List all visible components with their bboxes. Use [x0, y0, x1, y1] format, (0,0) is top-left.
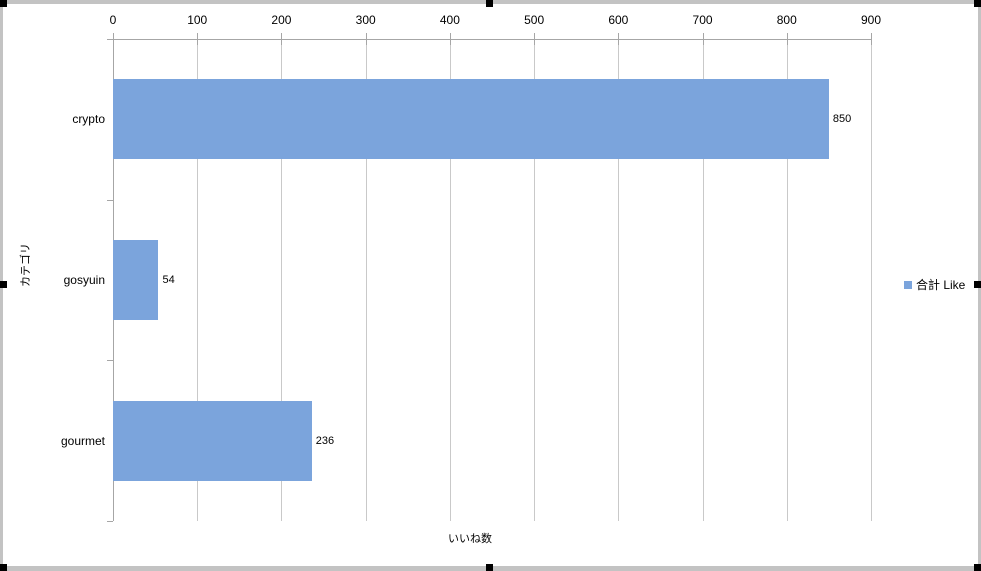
bar-value-label[interactable]: 54 — [162, 274, 175, 286]
selection-handle-middle-right[interactable] — [974, 281, 981, 288]
category-label-gosyuin[interactable]: gosyuin — [63, 273, 105, 287]
bar-crypto[interactable] — [113, 79, 829, 160]
value-axis-tick — [871, 33, 872, 45]
category-label-gourmet[interactable]: gourmet — [60, 433, 105, 448]
value-gridline — [281, 39, 283, 521]
value-gridline — [618, 39, 620, 521]
selection-handle-bottom-right[interactable] — [974, 564, 981, 571]
bar-gourmet[interactable] — [113, 400, 312, 481]
value-gridline — [871, 39, 872, 521]
value-axis-tick-label: 900 — [860, 13, 882, 27]
category-axis-tick — [107, 360, 113, 362]
value-gridline — [702, 39, 704, 521]
category-axis-tick — [107, 199, 113, 201]
value-axis-tick-label: 500 — [524, 13, 545, 27]
bar-gosyuin[interactable] — [113, 240, 159, 320]
value-axis-tick-label: 200 — [271, 13, 292, 27]
y-axis-title[interactable]: カテゴリ — [20, 243, 32, 287]
value-gridline — [197, 39, 199, 521]
selection-handle-bottom-left[interactable] — [0, 564, 7, 571]
selection-handle-middle-left[interactable] — [0, 281, 7, 288]
value-gridline — [786, 39, 788, 521]
category-axis-tick — [107, 521, 113, 522]
bar-value-label[interactable]: 236 — [315, 434, 335, 447]
category-axis-tick — [107, 39, 113, 40]
value-axis-tick-label: 800 — [776, 13, 797, 27]
selection-handle-bottom-center[interactable] — [486, 564, 493, 571]
selection-handle-top-left[interactable] — [0, 0, 7, 7]
x-axis-title[interactable]: いいね数 — [448, 533, 492, 545]
value-gridline — [365, 39, 367, 521]
value-gridline — [449, 39, 451, 521]
value-axis-tick-label: 700 — [692, 13, 713, 27]
value-axis-tick-label: 0 — [109, 13, 117, 27]
legend-swatch-icon — [904, 281, 912, 289]
value-gridline — [534, 39, 536, 521]
selection-handle-top-right[interactable] — [974, 0, 981, 7]
legend-label: 合計 Like — [916, 278, 966, 292]
value-axis-tick-label: 400 — [439, 13, 460, 27]
value-axis-tick-label: 600 — [608, 13, 629, 27]
legend[interactable]: 合計 Like — [904, 278, 965, 292]
value-axis-line — [107, 39, 871, 40]
value-axis-tick-label: 100 — [187, 13, 208, 27]
selection-handle-top-center[interactable] — [486, 0, 493, 7]
value-axis-tick-label: 300 — [355, 13, 376, 27]
bar-value-label[interactable]: 850 — [832, 113, 852, 126]
category-label-crypto[interactable]: crypto — [72, 112, 105, 127]
